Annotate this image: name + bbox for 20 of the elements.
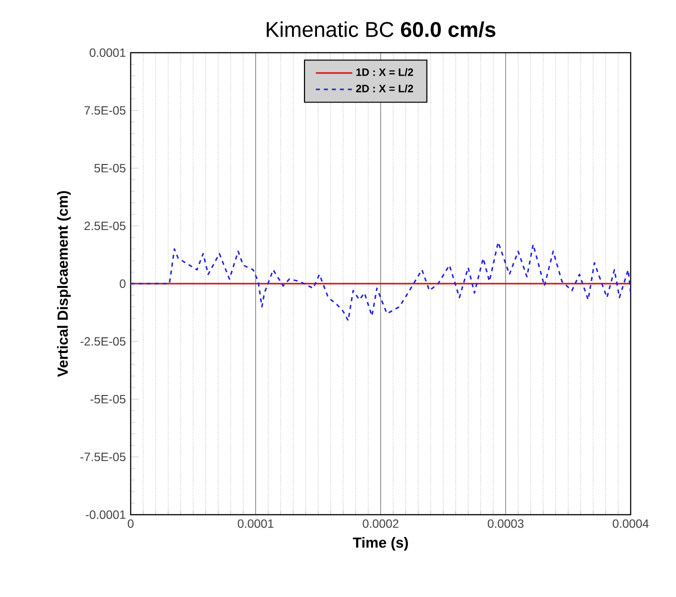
chart-title: Kimenatic BC 60.0 cm/s bbox=[266, 21, 496, 38]
x-tick-label: 0.0003 bbox=[488, 519, 524, 528]
x-tick-label: 0.0001 bbox=[238, 519, 274, 528]
y-tick-label: 0.0001 bbox=[90, 48, 126, 57]
y-tick-label: 7.5E-05 bbox=[84, 106, 126, 115]
y-tick-label: -7.5E-05 bbox=[80, 452, 126, 462]
x-axis-title: Time (s) bbox=[352, 536, 408, 551]
x-tick-label: 0.0002 bbox=[362, 519, 398, 528]
y-tick-label: 0 bbox=[120, 279, 126, 288]
y-tick-label: -5E-05 bbox=[90, 394, 126, 404]
legend-label: 2D : X = L/2 bbox=[356, 84, 414, 92]
y-tick-label: 5E-05 bbox=[94, 164, 126, 172]
y-tick-label: 2.5E-05 bbox=[84, 222, 126, 230]
y-tick-label: -0.0001 bbox=[86, 510, 126, 519]
line-series bbox=[130, 241, 631, 322]
legend-label: 1D : X = L/2 bbox=[356, 68, 414, 76]
y-tick-label: -2.5E-05 bbox=[80, 337, 126, 346]
x-tick-label: 0.0004 bbox=[612, 519, 649, 528]
y-axis-title: Vertical Displcaement (cm) bbox=[57, 190, 71, 377]
x-tick-label: 0 bbox=[128, 519, 134, 528]
